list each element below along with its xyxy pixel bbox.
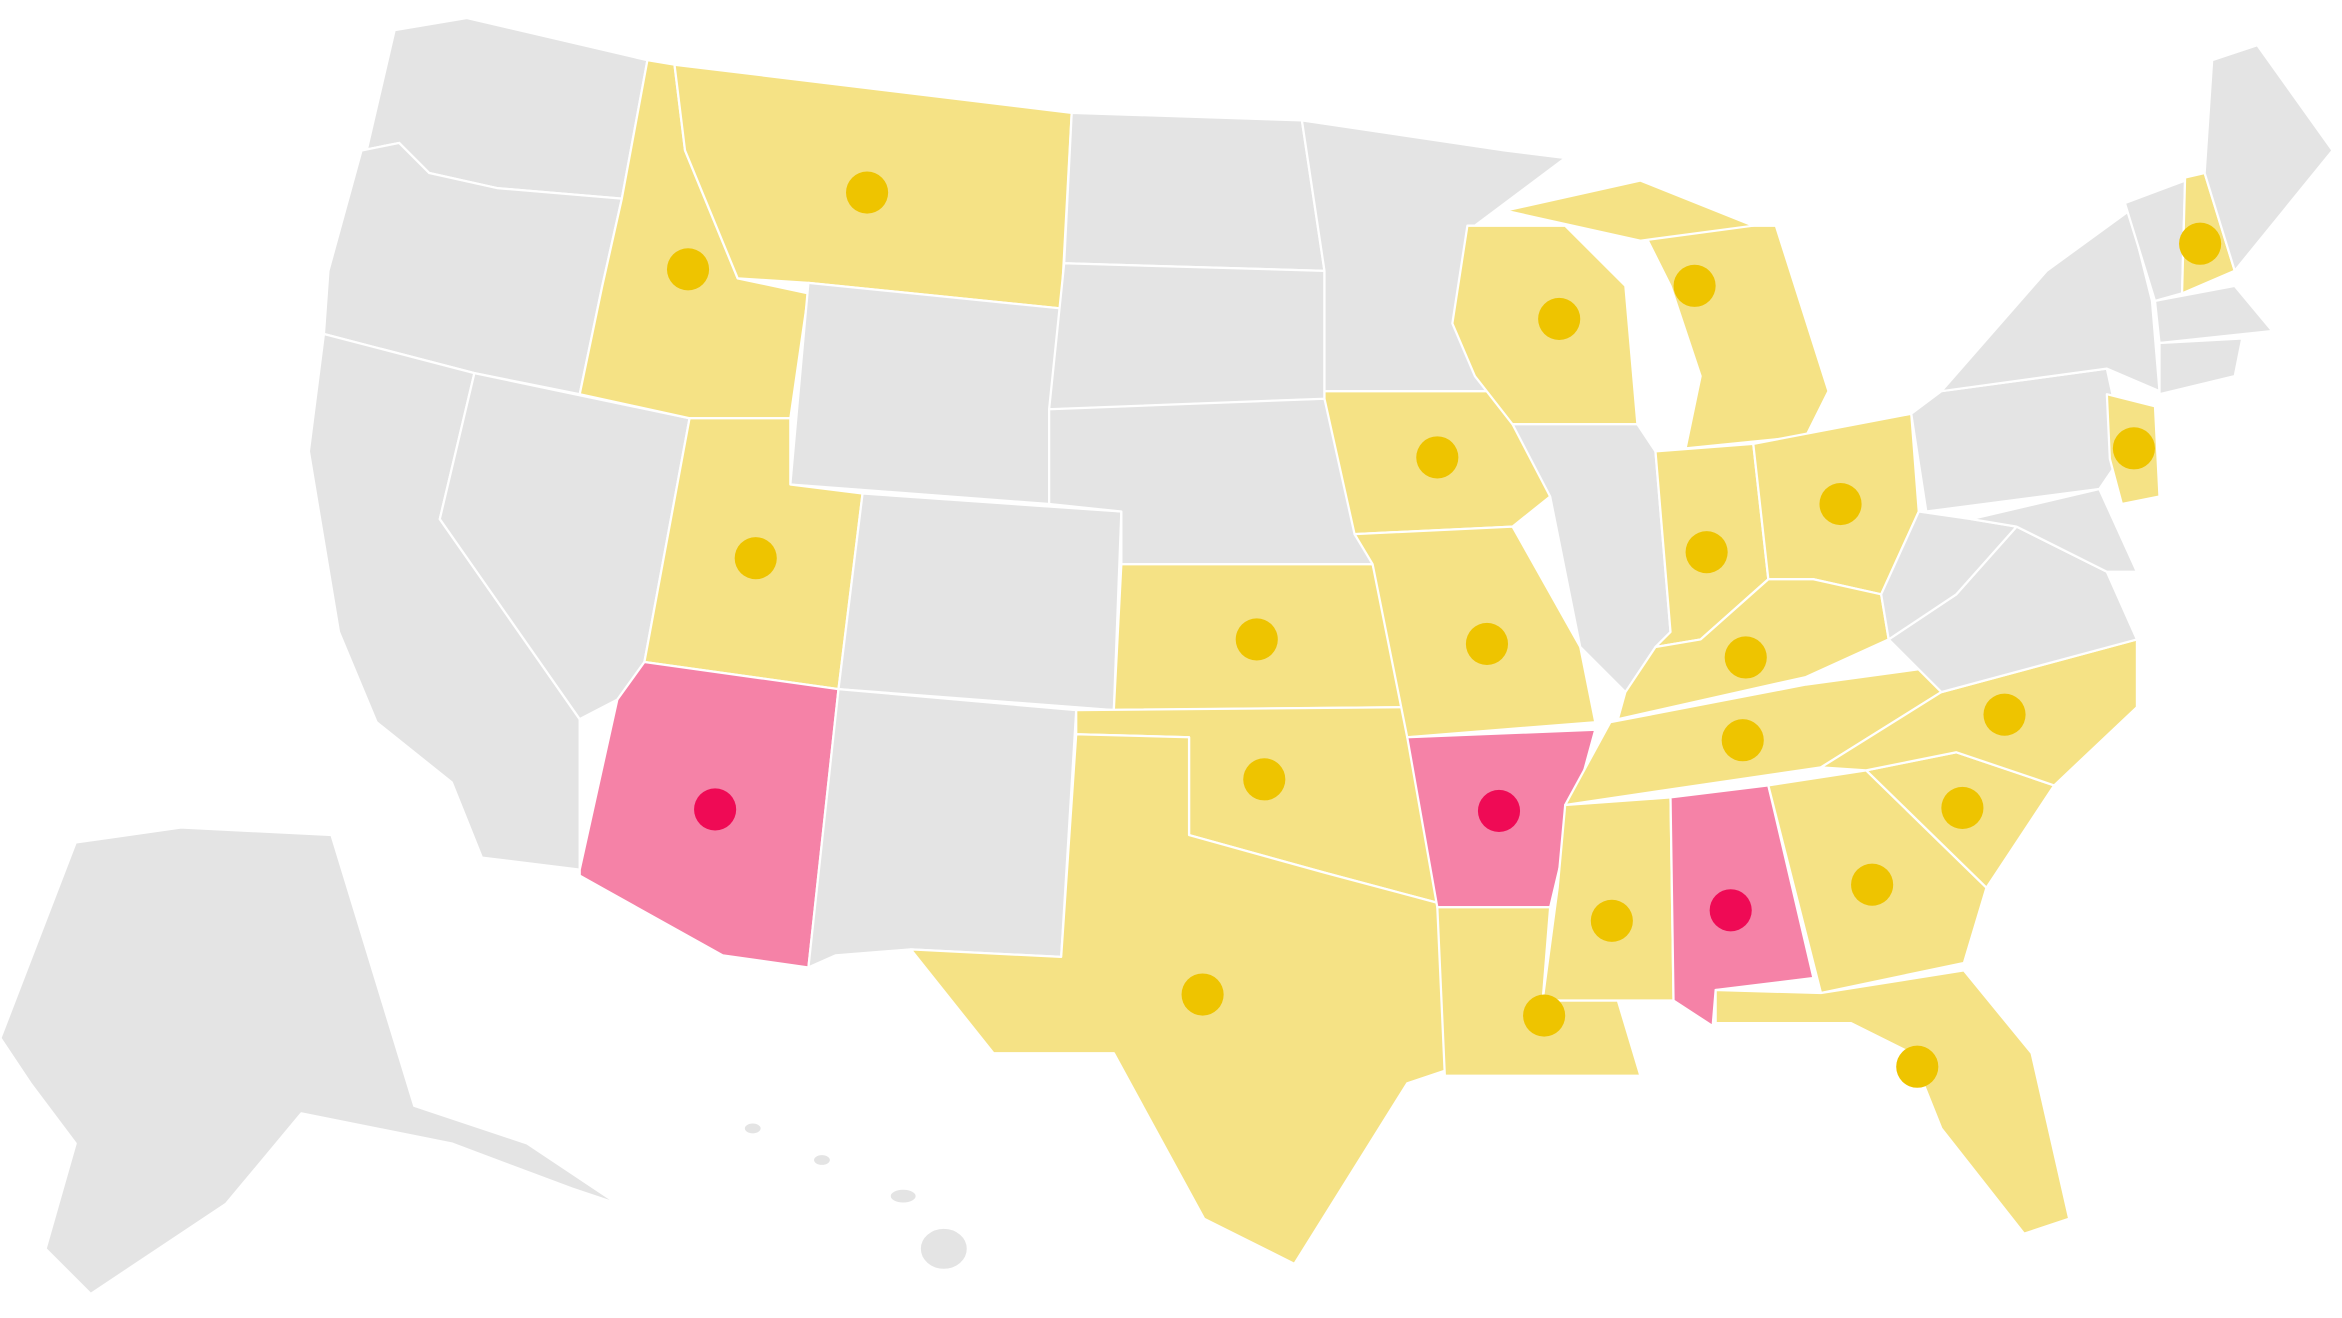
marker — [1538, 297, 1581, 341]
island — [742, 1121, 763, 1136]
marker — [1477, 789, 1521, 833]
state — [807, 687, 1078, 969]
island — [888, 1187, 918, 1205]
state — [2158, 337, 2244, 396]
marker — [2112, 427, 2155, 470]
state — [0, 826, 619, 1296]
marker — [1243, 758, 1286, 801]
marker — [1819, 482, 1862, 526]
marker — [1721, 719, 1764, 762]
state — [1714, 969, 2071, 1235]
marker — [1523, 994, 1566, 1037]
marker — [1416, 436, 1459, 479]
marker — [1685, 531, 1728, 574]
state — [909, 733, 1454, 1265]
marker — [1724, 636, 1767, 679]
states — [0, 16, 2334, 1296]
state — [789, 281, 1063, 506]
island — [811, 1152, 833, 1168]
marker — [1590, 899, 1633, 942]
marker — [734, 537, 777, 580]
state — [1940, 209, 2161, 393]
state — [837, 492, 1123, 712]
state — [1503, 179, 1755, 242]
marker — [1941, 786, 1984, 830]
state — [1639, 224, 1830, 450]
marker — [1896, 1045, 1939, 1088]
marker — [2179, 222, 2222, 265]
state — [1436, 906, 1642, 1077]
marker — [1673, 264, 1716, 307]
island — [918, 1226, 970, 1271]
state — [2203, 44, 2334, 272]
marker — [1851, 863, 1894, 906]
markers — [666, 171, 2222, 1088]
marker — [1465, 622, 1509, 666]
marker — [1983, 693, 2026, 736]
state — [1541, 796, 1675, 1002]
marker — [1709, 889, 1752, 932]
state — [2153, 284, 2274, 345]
state — [1970, 487, 2139, 573]
marker — [666, 248, 710, 291]
marker — [1235, 618, 1278, 661]
marker — [1181, 973, 1224, 1016]
marker — [694, 788, 737, 831]
state — [1063, 111, 1326, 272]
marker — [846, 171, 889, 214]
